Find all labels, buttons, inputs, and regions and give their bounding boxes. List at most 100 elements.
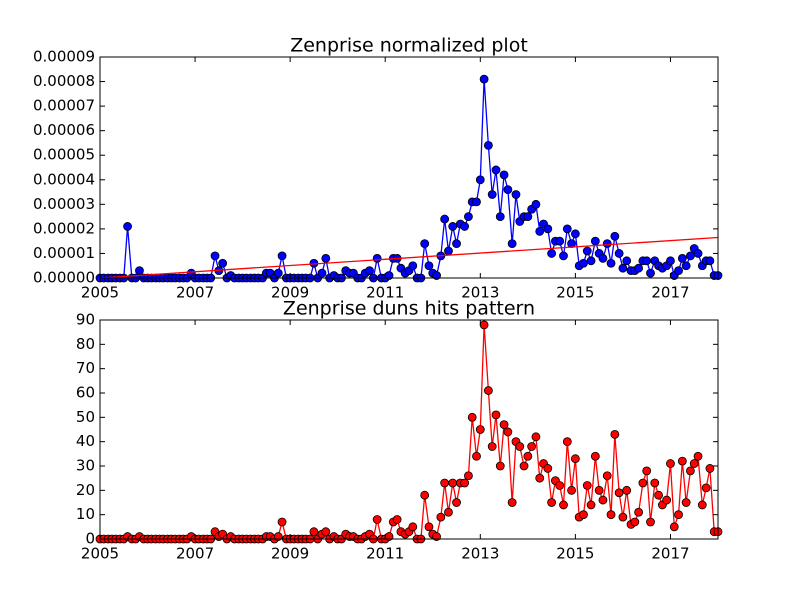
x-tick-label: 2007 (176, 545, 214, 563)
point (582, 481, 592, 490)
point (562, 224, 572, 234)
point (452, 239, 461, 249)
point (666, 459, 675, 468)
point (479, 74, 489, 84)
y-tick-label: 0.00001 (33, 244, 95, 262)
point (321, 527, 331, 537)
point (475, 425, 485, 434)
point (555, 481, 565, 490)
point (452, 498, 461, 507)
series-line (100, 324, 718, 541)
point (689, 459, 699, 468)
x-tick-label: 2015 (556, 545, 594, 563)
y-tick-label: 0.00003 (33, 195, 95, 213)
point (610, 429, 620, 439)
point (674, 510, 683, 520)
y-tick-label: 0 (85, 530, 95, 548)
point (586, 256, 596, 266)
point (467, 412, 477, 422)
plot-frame (99, 319, 719, 540)
series-line (99, 236, 719, 279)
point (693, 249, 703, 258)
y-tick-label: 0.00005 (33, 146, 95, 164)
point (436, 512, 446, 522)
point (582, 246, 592, 256)
point (614, 249, 624, 258)
point (669, 522, 679, 532)
point (531, 432, 541, 442)
series-line (100, 79, 718, 280)
x-tick-label: 2015 (556, 284, 594, 302)
point (594, 485, 604, 495)
y-tick-label: 0.00004 (33, 170, 95, 188)
point (464, 471, 473, 481)
x-tick-label: 2005 (81, 284, 119, 302)
point (527, 442, 537, 451)
x-tick-label: 2013 (461, 284, 499, 302)
point (424, 261, 434, 271)
point (460, 222, 470, 231)
point (614, 488, 624, 498)
chart-title: Zenprise duns hits pattern (283, 298, 535, 320)
point (277, 251, 287, 261)
point (646, 517, 655, 527)
x-tick-label: 2017 (651, 284, 689, 302)
point (642, 256, 652, 266)
point (701, 483, 711, 493)
x-tick-label: 2011 (366, 284, 404, 302)
point (543, 224, 553, 234)
point (507, 239, 517, 249)
x-tick-label: 2007 (176, 284, 214, 302)
point (674, 266, 683, 276)
point (681, 498, 691, 507)
point (686, 251, 695, 261)
point (622, 256, 632, 266)
y-tick-label: 0.00007 (33, 97, 95, 115)
point (507, 498, 517, 507)
x-tick-label: 2005 (81, 545, 119, 563)
point (634, 507, 644, 517)
point (420, 239, 430, 249)
point (610, 231, 620, 241)
point (515, 442, 525, 451)
point (472, 197, 481, 207)
point (650, 478, 660, 488)
point (686, 466, 695, 476)
point (444, 507, 453, 517)
x-tick-label: 2009 (271, 545, 309, 563)
y-tick-label: 0.00008 (33, 72, 95, 90)
point (642, 466, 652, 476)
point (499, 420, 509, 430)
point (277, 517, 287, 527)
point (555, 236, 565, 246)
y-tick-label: 40 (76, 432, 95, 450)
point (365, 266, 374, 276)
point (499, 170, 509, 180)
point (487, 442, 497, 451)
point (570, 229, 580, 239)
point (559, 500, 568, 510)
x-tick-label: 2013 (461, 545, 499, 563)
point (547, 498, 557, 507)
point (309, 527, 319, 537)
point (618, 263, 628, 273)
point (662, 495, 672, 505)
point (590, 236, 600, 246)
point (535, 226, 545, 236)
point (448, 222, 458, 231)
y-tick-label: 80 (76, 335, 95, 353)
point (479, 320, 489, 330)
point (586, 500, 596, 510)
point (598, 253, 608, 263)
point (424, 522, 434, 532)
point (598, 495, 608, 505)
point (531, 199, 541, 209)
point (567, 485, 576, 495)
point (606, 258, 616, 268)
point (448, 478, 458, 488)
y-tick-label: 90 (76, 311, 95, 329)
point (622, 485, 632, 495)
y-tick-label: 60 (76, 384, 95, 402)
point (491, 410, 501, 420)
